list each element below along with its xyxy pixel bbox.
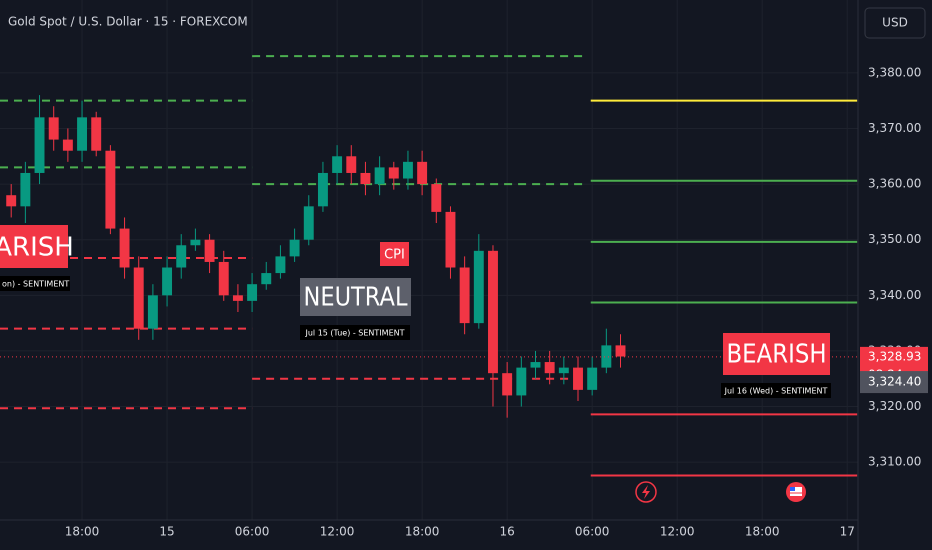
currency-label[interactable]: USD [882, 16, 908, 30]
candle-body [62, 139, 73, 151]
candle-body [473, 250, 484, 324]
candle-body [91, 117, 102, 151]
candle-body [516, 367, 527, 396]
sentiment-label: ARISH [0, 233, 74, 263]
chart-title: Gold Spot / U.S. Dollar · 15 · FOREXCOM [8, 15, 248, 29]
caption-box [300, 325, 410, 340]
caption-box [721, 383, 831, 398]
event-box [380, 242, 409, 266]
candle-body [615, 345, 626, 357]
x-tick-label: 18:00 [405, 525, 440, 539]
candle-body [232, 295, 243, 301]
y-tick-label: 3,310.00 [868, 455, 921, 469]
candle-body [445, 211, 456, 268]
sentiment-caption: on) - SENTIMENT [2, 280, 69, 289]
candle-body [573, 367, 583, 390]
candle-body [558, 367, 569, 374]
sentiment-caption: Jul 16 (Wed) - SENTIMENT [724, 387, 828, 396]
candle-body [34, 117, 45, 173]
candle-body [587, 367, 598, 390]
candle-body [530, 362, 541, 368]
candle-body [190, 239, 201, 246]
candle-body [6, 195, 17, 207]
candle-body [105, 150, 116, 229]
x-tick-label: 06:00 [235, 525, 270, 539]
x-tick-label: 12:00 [320, 525, 355, 539]
candle-body [346, 156, 357, 173]
candle-body [402, 161, 413, 179]
x-tick-label: 18:00 [745, 525, 780, 539]
candle-body [77, 117, 88, 151]
candle-body [176, 245, 187, 268]
candle-body [289, 239, 300, 257]
y-tick-label: 3,320.00 [868, 399, 921, 413]
candle-body [360, 172, 371, 185]
y-tick-label: 3,350.00 [868, 232, 921, 246]
candle-body [48, 117, 59, 140]
x-tick-label: 17 [840, 525, 855, 539]
currency-button[interactable] [864, 7, 926, 39]
candle-body [261, 273, 272, 285]
event-icon[interactable] [786, 482, 806, 502]
candle-body [247, 284, 258, 301]
y-tick-label: 3,360.00 [868, 177, 921, 191]
candle-body [502, 373, 513, 396]
price-label: 3,324.40 [868, 375, 921, 389]
candle-body [303, 206, 314, 240]
candle-body [459, 267, 470, 324]
caption-box [0, 276, 70, 291]
sentiment-box [300, 278, 411, 316]
candle-body [332, 156, 343, 173]
sentiment-label: NEUTRAL [304, 283, 408, 313]
candle-body [119, 228, 130, 268]
x-tick-label: 18:00 [65, 525, 100, 539]
candle-body [133, 267, 144, 329]
candle-body [275, 256, 286, 274]
candle-body [601, 345, 612, 368]
y-tick-label: 3,380.00 [868, 65, 921, 79]
x-tick-label: 15 [159, 525, 174, 539]
candle-body [544, 362, 555, 374]
x-tick-label: 16 [500, 525, 515, 539]
event-label: CPI [384, 248, 405, 263]
candle-body [20, 172, 31, 207]
candle-body [374, 167, 385, 185]
event-icon[interactable] [635, 481, 657, 503]
candle-body [488, 250, 498, 374]
x-tick-label: 06:00 [575, 525, 610, 539]
sentiment-box [0, 225, 68, 268]
candle-body [417, 161, 428, 185]
candle-body [388, 167, 399, 179]
sentiment-caption: Jul 15 (Tue) - SENTIMENT [305, 329, 405, 338]
price-box [860, 371, 928, 394]
last-price-label: 3,328.93 [868, 349, 921, 363]
candle-body [204, 239, 215, 262]
candle-body [317, 172, 328, 207]
candle-body [162, 267, 173, 296]
sentiment-box [723, 333, 830, 375]
candle-body [431, 184, 442, 212]
y-tick-label: 3,370.00 [868, 121, 921, 135]
candle-body [147, 295, 158, 329]
y-tick-label: 3,340.00 [868, 288, 921, 302]
candle-body [218, 261, 229, 296]
sentiment-label: BEARISH [727, 340, 827, 370]
x-tick-label: 12:00 [660, 525, 695, 539]
